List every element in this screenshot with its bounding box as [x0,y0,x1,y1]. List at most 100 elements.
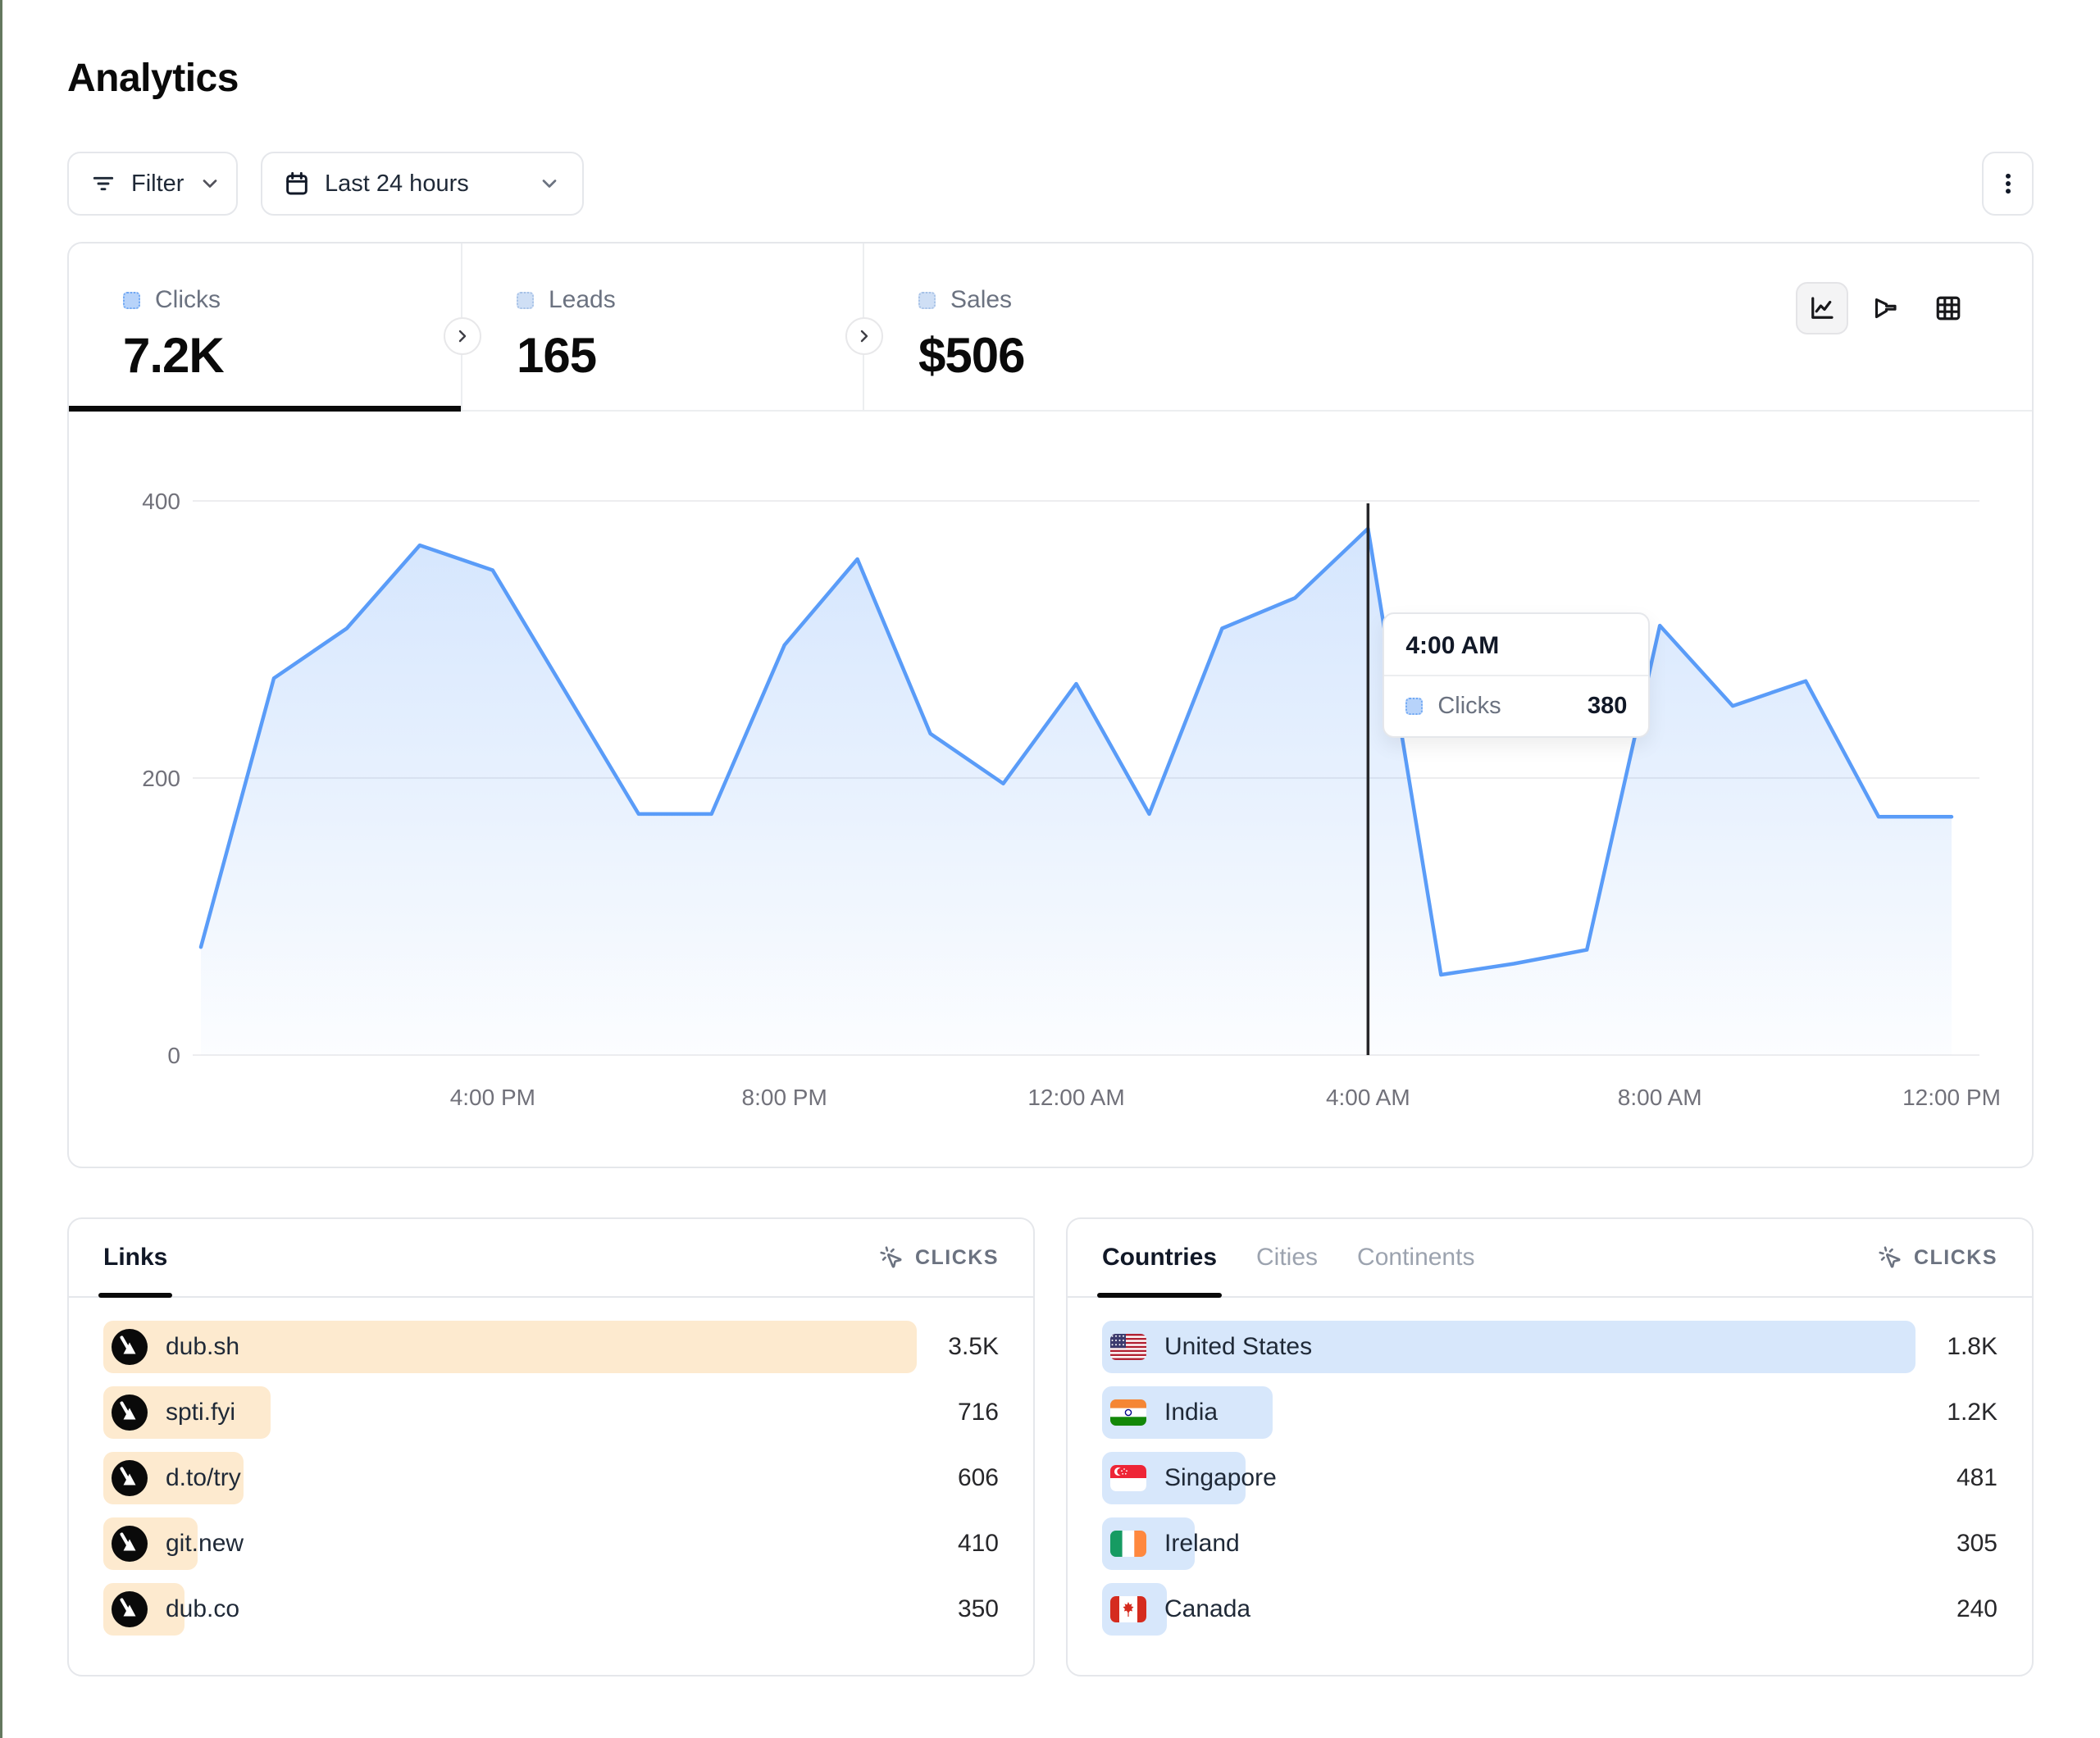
country-list-item[interactable]: Singapore 481 [1102,1445,1998,1511]
svg-text:4:00 PM: 4:00 PM [450,1085,535,1110]
funnel-chart-toggle[interactable] [1859,282,1911,334]
flag-sg-icon [1110,1465,1146,1491]
leads-tab-value: 165 [517,328,597,383]
clicks-area-chart[interactable]: 0 200 400 4:00 PM 8:00 PM 12:00 AM 4:00 AM 8:00… [69,412,2032,1167]
line-chart-toggle[interactable] [1796,282,1848,334]
clicks-legend-dot [123,291,140,309]
tab-continents[interactable]: Continents [1357,1244,1475,1271]
country-list-item[interactable]: Ireland 305 [1102,1511,1998,1576]
country-label: Ireland [1164,1530,1240,1557]
country-list-item[interactable]: Canada 240 [1102,1576,1998,1642]
window-edge [0,0,2,1738]
clicks-tab-label: Clicks [155,286,221,313]
leads-tab-label: Leads [549,286,616,313]
chevron-down-icon [198,172,221,195]
country-label: Singapore [1164,1464,1277,1491]
cursor-click-icon [880,1246,902,1268]
country-clicks-value: 305 [1956,1530,1998,1557]
svg-text:4:00 AM: 4:00 AM [1326,1085,1410,1110]
countries-panel-header: Countries Cities Continents CLICKS [1068,1219,2032,1298]
links-panel-header: Links CLICKS [69,1219,1033,1298]
link-label: dub.sh [166,1333,240,1360]
tooltip-legend-dot [1405,698,1424,715]
links-list: dub.sh 3.5K spti.fyi 716 d.to/try 606 gi… [69,1298,1033,1642]
link-bar [103,1321,917,1373]
link-list-item[interactable]: spti.fyi 716 [103,1380,999,1445]
svg-text:0: 0 [167,1043,180,1068]
tab-countries[interactable]: Countries [1096,1219,1223,1298]
analytics-chart-card: Clicks 7.2K Leads 165 Sales $506 [67,242,2034,1168]
date-range-label: Last 24 hours [325,170,469,197]
line-chart-icon [1811,297,1834,319]
dub-logo-avatar [112,1394,148,1431]
cursor-click-icon [1879,1246,1901,1268]
svg-text:400: 400 [142,489,180,514]
date-range-button[interactable]: Last 24 hours [261,152,584,216]
sales-tab-value: $506 [918,328,1025,383]
tab-links[interactable]: Links [98,1219,173,1298]
country-clicks-value: 1.8K [1947,1333,1998,1360]
dub-logo-avatar [112,1329,148,1365]
chart-type-toggles [1796,282,1975,334]
link-list-item[interactable]: git.new 410 [103,1511,999,1576]
country-clicks-value: 240 [1956,1595,1998,1622]
more-options-button[interactable] [1982,152,2034,216]
link-clicks-value: 606 [957,1464,999,1491]
link-label: git.new [166,1530,244,1557]
countries-metric-selector[interactable]: CLICKS [1878,1245,1998,1270]
link-label: dub.co [166,1595,240,1622]
calendar-icon [284,171,310,197]
country-clicks-value: 1.2K [1947,1399,1998,1426]
link-clicks-value: 3.5K [948,1333,999,1360]
flag-ca-icon [1110,1596,1146,1622]
expand-clicks-button[interactable] [444,317,481,355]
chevron-right-icon [458,330,467,343]
link-clicks-value: 716 [957,1399,999,1426]
chevron-down-icon [538,172,561,195]
page-title: Analytics [67,57,239,100]
svg-text:8:00 AM: 8:00 AM [1618,1085,1702,1110]
links-metric-selector[interactable]: CLICKS [879,1245,999,1270]
countries-metric-label: CLICKS [1913,1245,1998,1269]
flag-in-icon [1110,1399,1146,1426]
tooltip-time-label: 4:00 AM [1384,614,1649,676]
filter-lines-icon [90,171,116,197]
country-list-item[interactable]: United States 1.8K [1102,1314,1998,1380]
country-clicks-value: 481 [1956,1464,1998,1491]
stats-tabs-row: Clicks 7.2K Leads 165 Sales $506 [69,243,2032,412]
sales-tab-label: Sales [950,286,1013,313]
expand-leads-button[interactable] [845,317,883,355]
flag-ie-icon [1110,1531,1146,1557]
tab-leads[interactable]: Leads 165 [462,243,864,410]
country-label: United States [1164,1333,1313,1360]
countries-panel: Countries Cities Continents CLICKS Unite… [1066,1217,2034,1677]
dub-logo-avatar [112,1591,148,1627]
links-metric-label: CLICKS [914,1245,999,1269]
sales-legend-dot [918,291,936,309]
filter-button[interactable]: Filter [67,152,238,216]
country-bar [1102,1321,1916,1373]
tab-cities[interactable]: Cities [1256,1244,1319,1271]
link-list-item[interactable]: d.to/try 606 [103,1445,999,1511]
kebab-menu-icon [1994,170,2022,198]
tab-sales[interactable]: Sales $506 [864,243,1291,410]
dub-logo-avatar [112,1460,148,1496]
link-label: spti.fyi [166,1399,236,1426]
svg-text:8:00 PM: 8:00 PM [742,1085,827,1110]
funnel-chart-icon [1875,298,1897,319]
filter-button-label: Filter [131,170,184,197]
tooltip-series-label: Clicks [1437,693,1501,719]
country-list-item[interactable]: India 1.2K [1102,1380,1998,1445]
clicks-tab-value: 7.2K [123,328,225,383]
links-panel: Links CLICKS dub.sh 3.5K spti.fy [67,1217,1035,1677]
link-list-item[interactable]: dub.co 350 [103,1576,999,1642]
table-view-toggle[interactable] [1922,282,1975,334]
tooltip-value: 380 [1587,693,1628,719]
flag-us-icon [1110,1334,1146,1360]
svg-text:12:00 AM: 12:00 AM [1027,1085,1124,1110]
link-clicks-value: 410 [957,1530,999,1557]
svg-text:200: 200 [142,766,180,791]
link-list-item[interactable]: dub.sh 3.5K [103,1314,999,1380]
tab-clicks[interactable]: Clicks 7.2K [69,243,462,412]
